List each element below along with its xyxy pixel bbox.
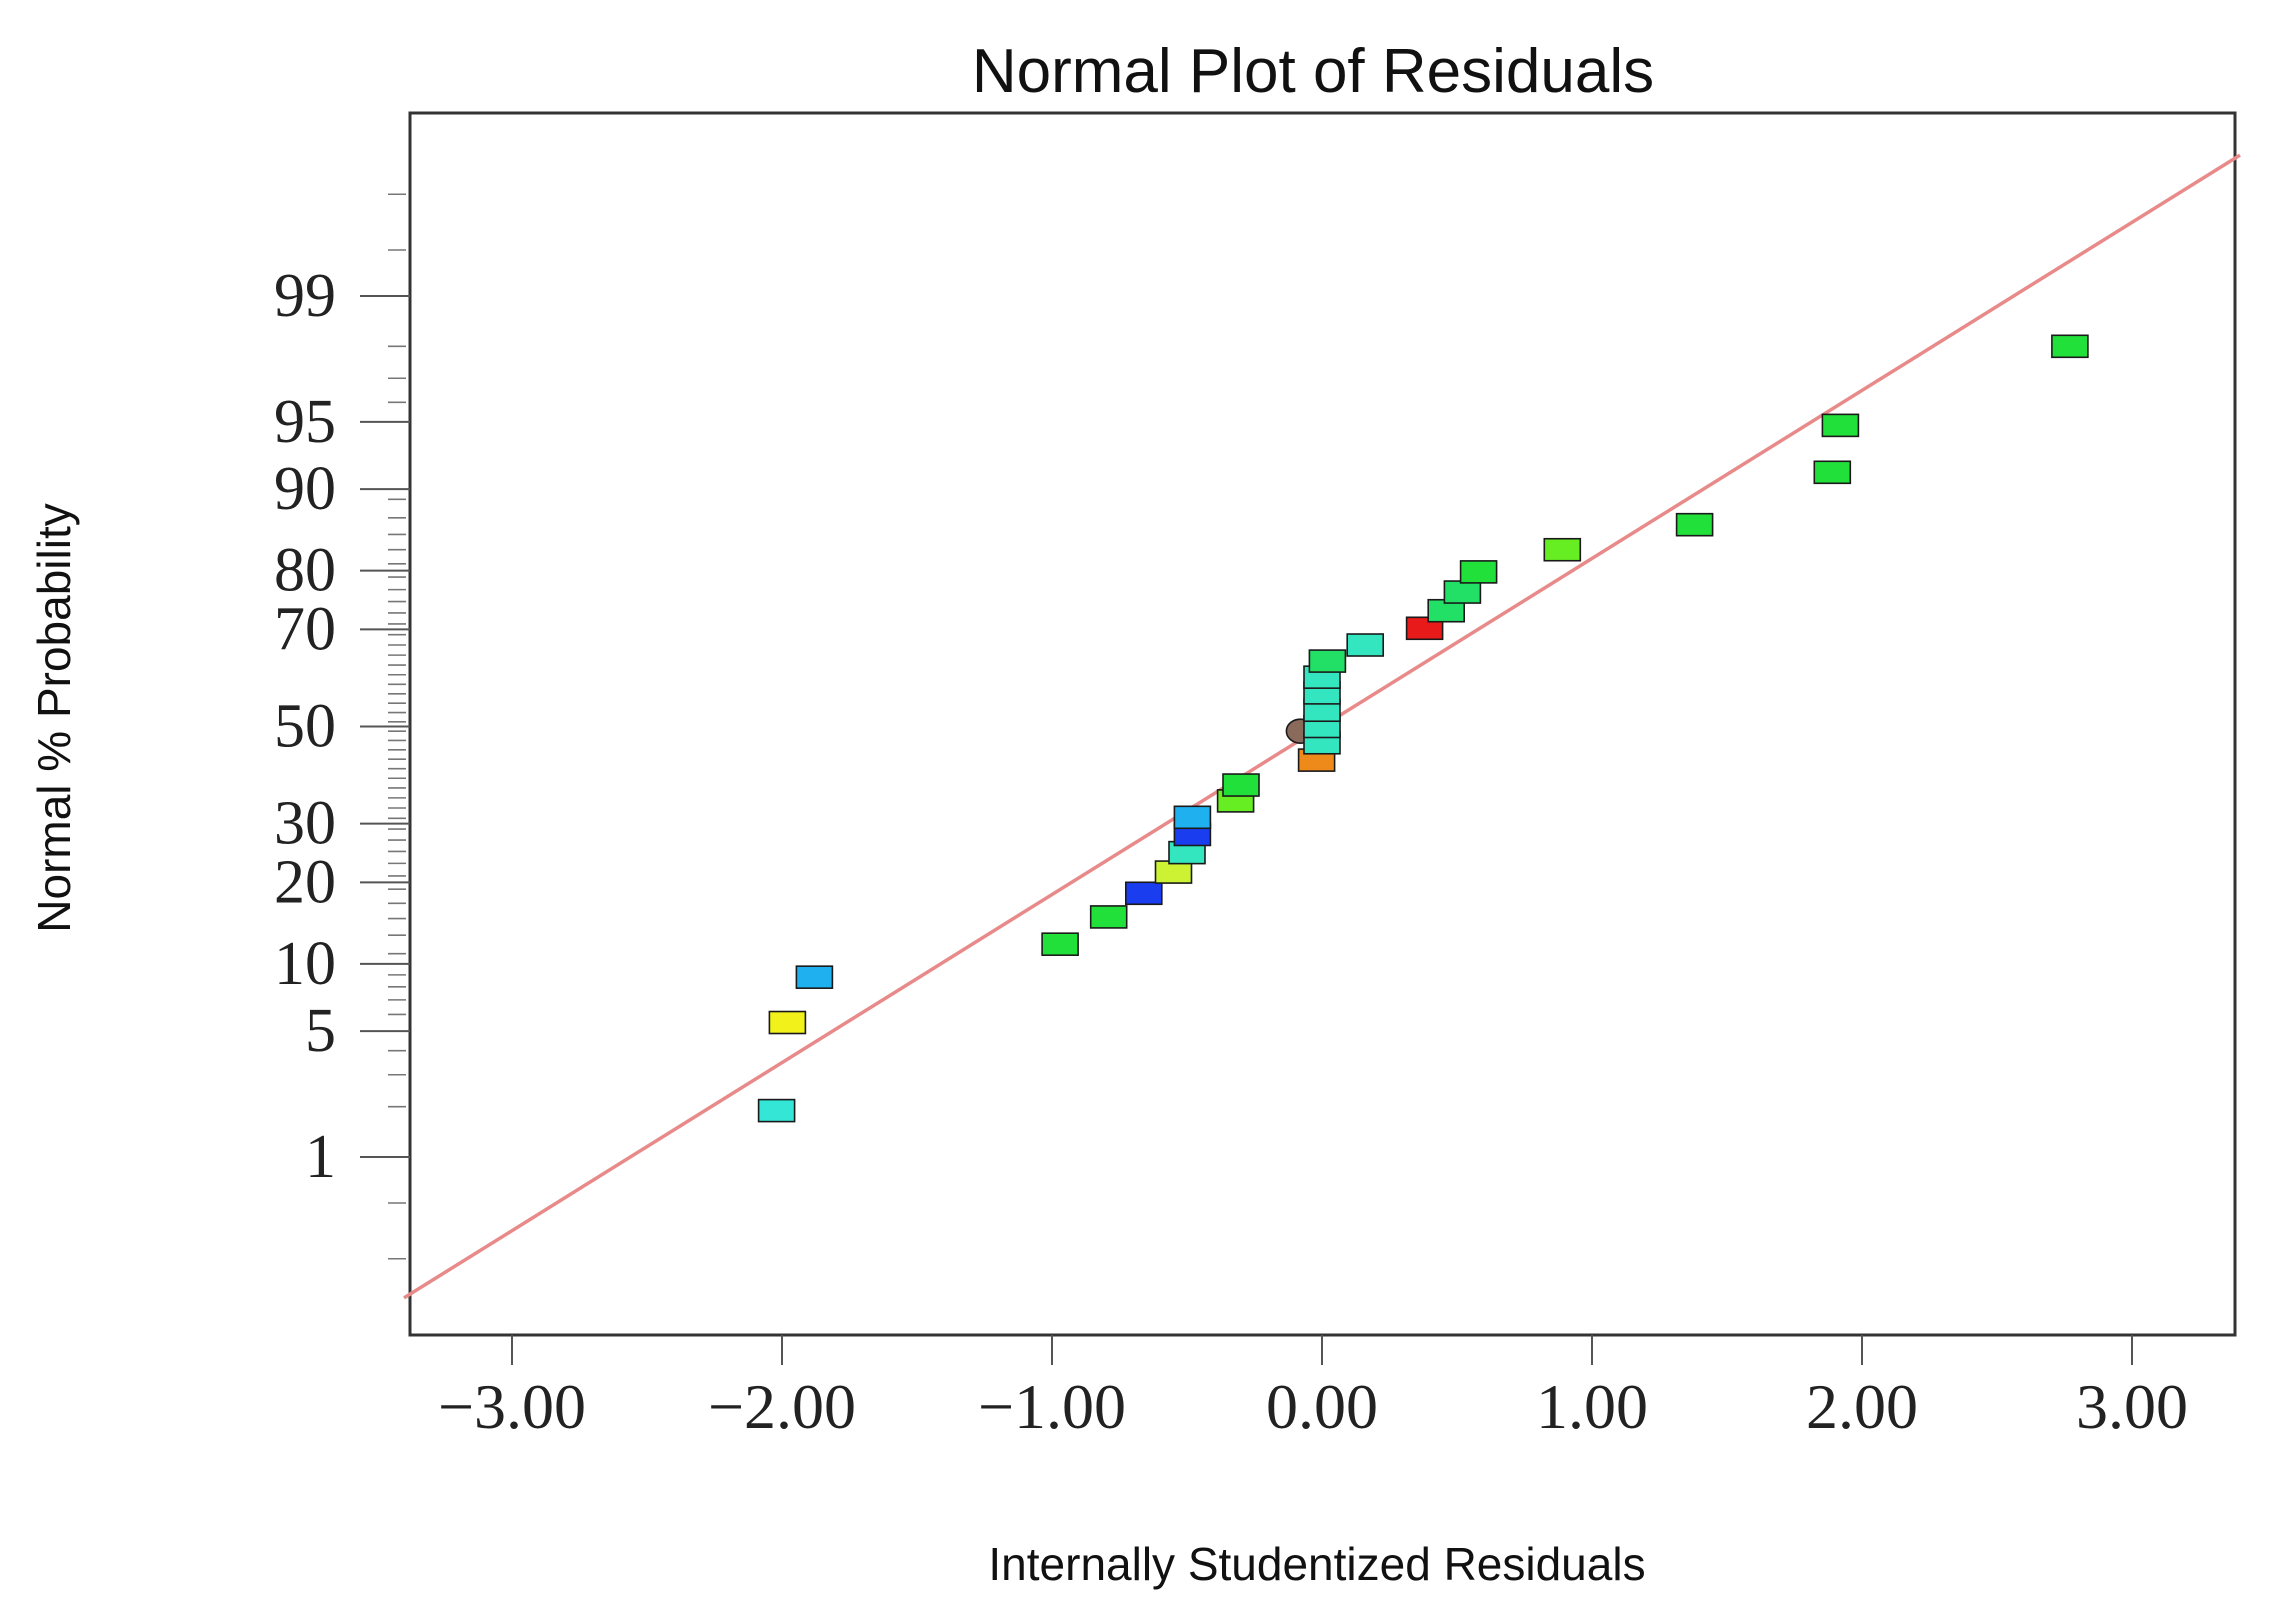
data-point xyxy=(768,1010,807,1035)
x-tick-label: 1.00 xyxy=(1536,1371,1648,1442)
data-point xyxy=(1405,616,1444,641)
chart-title: Normal Plot of Residuals xyxy=(972,37,1654,106)
y-tick-label: 30 xyxy=(274,790,336,858)
y-tick-label: 10 xyxy=(274,930,336,998)
x-axis-label: Internally Studentized Residuals xyxy=(988,1538,1645,1590)
data-point xyxy=(1089,905,1128,929)
data-point xyxy=(1308,649,1347,673)
data-point xyxy=(1041,932,1079,956)
y-tick-label: 70 xyxy=(274,595,336,663)
data-point xyxy=(1222,773,1260,797)
data-point xyxy=(1543,537,1582,562)
y-tick-label: 95 xyxy=(274,388,336,456)
y-tick-label: 99 xyxy=(274,262,336,330)
data-point xyxy=(1346,633,1384,657)
y-tick-label: 5 xyxy=(305,997,336,1065)
data-point xyxy=(1443,580,1482,604)
data-point xyxy=(1459,560,1498,584)
y-tick-label: 50 xyxy=(274,693,336,761)
y-tick-label: 90 xyxy=(274,455,336,523)
x-tick-label: −1.00 xyxy=(978,1371,1126,1442)
data-point xyxy=(1813,460,1852,485)
x-axis-ticks: −3.00 −2.00 −1.00 0.00 1.00 2.00 3.00 xyxy=(438,1335,2188,1442)
data-point xyxy=(1675,512,1714,537)
y-tick-label: 80 xyxy=(274,537,336,605)
x-tick-label: −3.00 xyxy=(438,1371,586,1442)
data-point xyxy=(795,965,834,989)
data-point xyxy=(2051,334,2089,359)
data-point xyxy=(1125,881,1163,906)
y-tick-label: 1 xyxy=(305,1123,336,1191)
data-point xyxy=(1173,805,1212,830)
y-minor-ticks xyxy=(388,193,406,1260)
data-point xyxy=(757,1098,796,1123)
x-tick-label: 2.00 xyxy=(1806,1371,1918,1442)
x-tick-label: 0.00 xyxy=(1266,1371,1378,1442)
x-tick-label: 3.00 xyxy=(2076,1371,2188,1442)
data-point xyxy=(1821,413,1860,438)
y-axis-label: Normal % Probability xyxy=(28,503,80,932)
residual-points xyxy=(757,334,2089,1123)
y-tick-label: 20 xyxy=(274,848,336,916)
x-tick-label: −2.00 xyxy=(708,1371,856,1442)
